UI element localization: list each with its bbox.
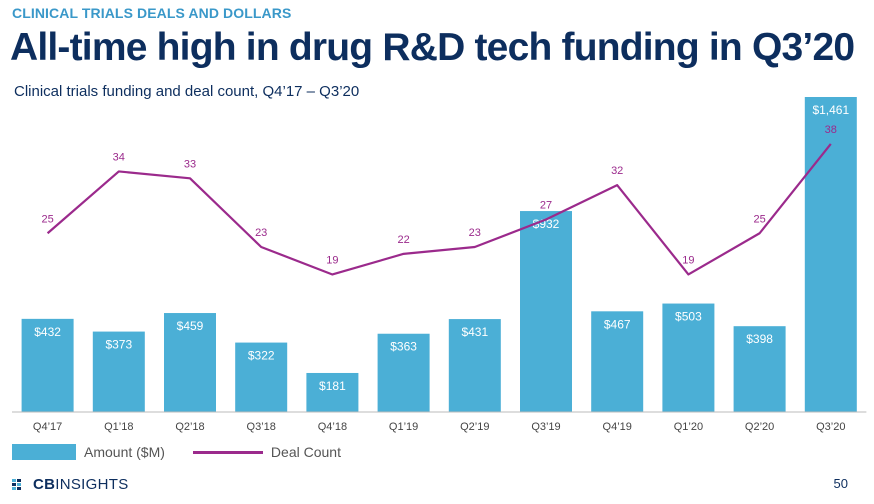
deal-count-label: 33	[184, 158, 196, 170]
bar-value-label: $181	[319, 379, 346, 393]
bar	[92, 331, 145, 412]
logo-text-bold: CB	[33, 476, 56, 493]
legend-line-label: Deal Count	[270, 444, 341, 460]
legend-bar-label: Amount ($M)	[84, 444, 165, 460]
bar	[520, 211, 572, 412]
page-number: 50	[833, 476, 848, 491]
x-tick-label: Q1’20	[674, 421, 703, 433]
cb-logo-icon	[12, 478, 21, 490]
bar	[306, 372, 359, 412]
deal-count-label: 34	[113, 151, 125, 163]
deal-count-label: 19	[682, 254, 694, 266]
deal-count-label: 25	[41, 213, 53, 225]
bar-value-label: $322	[248, 349, 275, 363]
bar	[804, 97, 857, 412]
bar-value-label: $503	[675, 310, 702, 324]
deal-count-label: 38	[825, 124, 837, 136]
bar	[733, 326, 786, 412]
bar	[164, 313, 216, 412]
bar	[591, 311, 644, 412]
deal-count-label: 23	[469, 227, 481, 239]
x-tick-label: Q2’20	[745, 421, 774, 433]
x-tick-label: Q1’18	[104, 421, 133, 433]
bar	[448, 319, 501, 412]
bar	[377, 333, 430, 412]
deal-count-label: 27	[540, 200, 552, 212]
deal-count-label: 19	[326, 254, 338, 266]
deal-count-label: 22	[397, 234, 409, 246]
deal-count-line	[46, 143, 832, 276]
deal-count-label: 25	[753, 213, 765, 225]
logo-text: INSIGHTS	[55, 476, 129, 493]
x-tick-label: Q3’20	[816, 421, 845, 433]
chart-legend: Amount ($M) Deal Count	[12, 442, 341, 462]
combo-chart: $432 $373 $459 $322 $181 $363 $431 $932 $467 $503…	[12, 97, 867, 433]
bar-value-label: $467	[604, 317, 631, 331]
x-tick-label: Q2’19	[460, 421, 489, 433]
bar-value-label: $432	[34, 325, 61, 339]
page-title: All-time high in drug R&D tech funding i…	[10, 26, 855, 69]
x-tick-label: Q1’19	[389, 421, 418, 433]
bar	[21, 318, 74, 412]
bar-value-label: $1,461	[812, 103, 849, 117]
x-tick-label: Q3’19	[531, 421, 560, 433]
bar-value-label: $932	[533, 217, 560, 231]
x-tick-label: Q2’18	[175, 421, 204, 433]
bar	[662, 303, 715, 412]
bar-value-label: $373	[105, 338, 132, 352]
bar	[235, 342, 288, 412]
bar-value-label: $431	[461, 325, 488, 339]
bar-value-label: $363	[390, 340, 417, 354]
chart-subtitle: Clinical trials funding and deal count, …	[14, 83, 360, 100]
bar-value-label: $459	[177, 319, 204, 333]
deal-count-label: 23	[255, 227, 267, 239]
cb-insights-logo: CB INSIGHTS	[12, 476, 129, 493]
bar-value-label: $398	[746, 332, 773, 346]
x-tick-label: Q4’19	[603, 421, 632, 433]
x-tick-label: Q3’18	[247, 421, 276, 433]
legend-bar-swatch	[12, 444, 76, 460]
x-tick-label: Q4’18	[318, 421, 347, 433]
x-tick-label: Q4’17	[33, 421, 62, 433]
eyebrow-label: CLINICAL TRIALS DEALS AND DOLLARS	[12, 5, 292, 21]
deal-count-label: 32	[611, 165, 623, 177]
legend-line-swatch	[192, 450, 263, 454]
